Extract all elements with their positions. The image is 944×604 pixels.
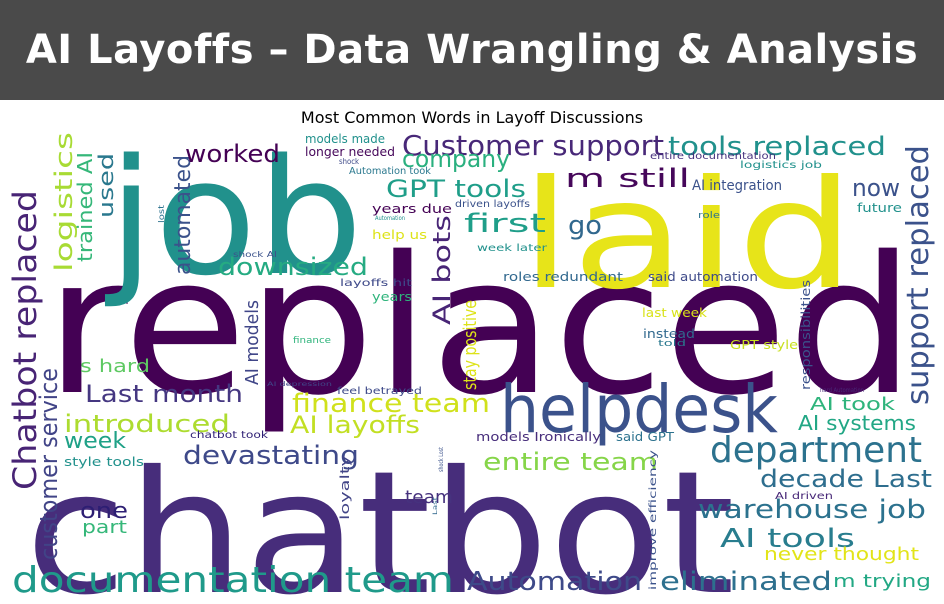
word-models-made: models made xyxy=(305,132,385,146)
word-told: told xyxy=(658,339,686,349)
word-entire-documentation: entire documentation xyxy=(650,151,776,162)
word-feel-betrayed: feel betrayed xyxy=(337,386,422,397)
word-company: company xyxy=(402,145,510,173)
word-week-later: week later xyxy=(477,243,548,254)
word-downsized: downsized xyxy=(218,253,368,281)
word-logistics-job: logistics job xyxy=(740,160,822,171)
word-laid: laid xyxy=(520,149,855,323)
word-eliminated: eliminated xyxy=(660,567,832,597)
word-years: years xyxy=(372,290,412,304)
word-first: first xyxy=(464,209,546,239)
word-now: now xyxy=(852,174,900,202)
word-ai-took: AI took xyxy=(810,394,896,415)
word-m-trying: m trying xyxy=(833,571,931,592)
word-go: go xyxy=(568,211,602,241)
word-ai-integration: AI integration xyxy=(692,178,782,194)
word-driven-layoffs: driven layoffs xyxy=(455,199,530,210)
word-stay-positive: stay positive xyxy=(460,300,481,390)
word-part: part xyxy=(82,517,127,538)
word-ai-layoffs: AI layoffs xyxy=(290,411,420,439)
word-never-thought: never thought xyxy=(764,544,919,565)
word-automation-took: Automation took xyxy=(349,166,431,177)
figure-title: Most Common Words in Layoff Discussions xyxy=(300,108,644,127)
word-helpdesk: helpdesk xyxy=(500,371,779,448)
word-automation: Automation xyxy=(375,215,405,222)
word-devastating: devastating xyxy=(183,441,359,471)
word-chatbot: chatbot xyxy=(25,435,735,604)
word-automated: automated xyxy=(171,155,196,275)
word-ai-models: AI models xyxy=(242,300,263,385)
word-finance-team: finance team xyxy=(292,389,490,419)
word-last: Last xyxy=(432,496,439,515)
word-introduced: introduced xyxy=(64,410,230,438)
word-team: team xyxy=(405,487,453,508)
page-title: AI Layoffs – Data Wrangling & Analysis xyxy=(25,27,919,73)
word-shock-ai: shock AI xyxy=(233,250,277,259)
word-gpt-tools: GPT tools xyxy=(386,175,526,203)
word-job: job xyxy=(105,124,363,311)
word-ai-bots: AI bots xyxy=(428,215,456,325)
word-years-due: years due xyxy=(372,202,452,216)
word-ai-depression: AI depression xyxy=(267,381,332,388)
word-tools-replaced: tools replaced xyxy=(668,132,886,162)
word-used: used xyxy=(94,153,118,218)
word-ai-tools: AI tools xyxy=(720,524,855,554)
word-improve-efficiency: improve efficiency xyxy=(648,450,659,590)
word-roles-redundant: roles redundant xyxy=(503,270,623,284)
word-decade-last: decade Last xyxy=(760,465,932,493)
word-ai-systems: AI systems xyxy=(798,411,916,435)
word-customer-service: customer service xyxy=(35,368,63,560)
word-s-hard: s hard xyxy=(80,356,150,377)
word-gpt-style: GPT style xyxy=(730,338,798,352)
word-one: one xyxy=(80,499,128,524)
word-instead: instead xyxy=(643,327,695,341)
word-warehouse-job: warehouse job xyxy=(698,495,926,525)
word-layoffs-hit: layoffs hit xyxy=(340,278,412,289)
word-m-still: m still xyxy=(565,164,690,194)
word-finance: finance xyxy=(293,336,332,346)
word-hard-automation: hard Automation xyxy=(820,387,864,394)
word-role: role xyxy=(698,211,721,221)
word-replaced: replaced xyxy=(45,216,915,437)
word-last-week: last week xyxy=(642,306,707,320)
word-worked: worked xyxy=(185,140,280,168)
word-shock: shock xyxy=(339,157,359,166)
word-loyalty: loyalty xyxy=(338,455,352,520)
word-customer-support: Customer support xyxy=(402,129,664,162)
word-help-us: help us xyxy=(372,228,427,242)
word-future: future xyxy=(857,201,902,215)
word-trained-ai: trained AI xyxy=(73,152,97,262)
word-documentation-team: documentation team xyxy=(12,560,454,601)
word-lost: lost xyxy=(157,205,166,223)
word-logistics: logistics xyxy=(50,132,78,272)
word-longer-needed: longer needed xyxy=(305,145,395,159)
word-ai-driven: AI driven xyxy=(775,491,833,502)
word-responsibilities: responsibilities xyxy=(799,280,813,390)
word-style-tools: style tools xyxy=(64,455,144,469)
word-last-month: Last month xyxy=(85,380,243,408)
word-said-automation: said automation xyxy=(648,270,758,284)
word-automation: Automation xyxy=(467,567,642,597)
word-models-ironically: models Ironically xyxy=(476,430,601,444)
word-chatbot-took: chatbot took xyxy=(190,430,268,441)
word-department: department xyxy=(710,430,922,471)
word-entire-team: entire team xyxy=(483,448,658,476)
word-support-replaced: support replaced xyxy=(901,145,936,405)
word-said-gpt: said GPT xyxy=(616,430,675,444)
title-banner: AI Layoffs – Data Wrangling & Analysis xyxy=(0,0,944,100)
word-shock-lost: shock Lost xyxy=(438,446,445,472)
word-chatbot-replaced: Chatbot replaced xyxy=(6,190,44,490)
word-week: week xyxy=(64,429,126,454)
